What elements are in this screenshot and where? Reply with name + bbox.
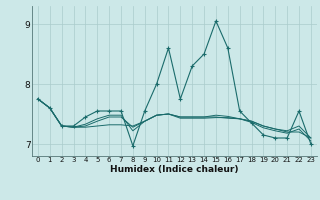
X-axis label: Humidex (Indice chaleur): Humidex (Indice chaleur) — [110, 165, 239, 174]
